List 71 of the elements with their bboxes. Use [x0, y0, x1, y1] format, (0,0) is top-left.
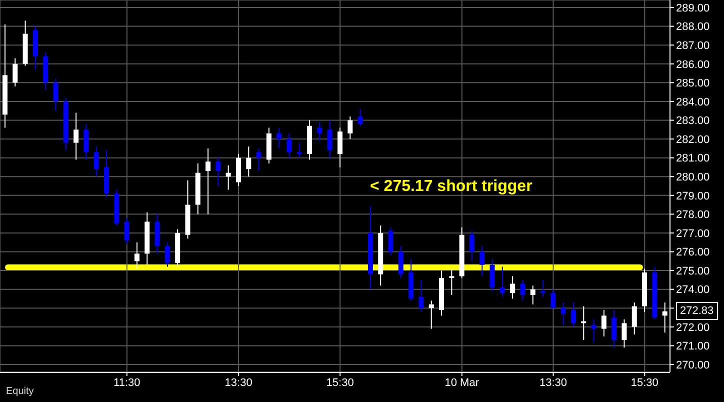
y-tick-label: 288.00: [676, 21, 710, 34]
y-tick-label: 276.00: [676, 246, 710, 259]
candlestick: [480, 246, 485, 277]
candlestick: [560, 302, 566, 326]
candlestick: [74, 112, 79, 160]
candlestick: [520, 279, 526, 302]
x-tick-label: 13:30: [539, 376, 568, 389]
candlestick: [348, 116, 353, 140]
candlestick: [317, 122, 322, 142]
candlestick: [500, 266, 505, 298]
candlestick: [388, 226, 394, 256]
candlestick: [226, 164, 231, 190]
candlestick: [530, 285, 536, 305]
candlestick: [206, 148, 211, 215]
candlestick: [550, 288, 556, 309]
x-tick-label: 15:30: [326, 376, 354, 389]
candlestick: [622, 318, 627, 348]
y-tick-label: 275.00: [676, 265, 710, 278]
y-tick-label: 277.00: [676, 228, 710, 240]
candlestick: [12, 58, 18, 87]
candlestick: [540, 279, 546, 298]
text: 272.83: [676, 302, 718, 320]
y-tick-label: 270.00: [676, 359, 710, 372]
candlestick: [510, 276, 516, 300]
y-tick-label: 285.00: [676, 78, 710, 90]
candlestick: [591, 318, 596, 342]
y-tick-label: 272.00: [676, 322, 710, 334]
candlestick: [570, 302, 576, 328]
y-tick-label: 271.00: [676, 340, 710, 353]
candlestick: [296, 142, 302, 158]
x-tick-label: 10 Mar: [444, 376, 480, 389]
candlestick: [246, 146, 252, 178]
candlestick: [256, 148, 262, 172]
y-tick-label: 289.00: [676, 2, 710, 14]
y-tick-label: 274.00: [676, 284, 710, 296]
candlestick: [84, 124, 89, 160]
candlestick: [428, 300, 434, 330]
candlestick: [53, 78, 58, 112]
candlestick: [338, 127, 342, 168]
x-tick-label: 11:30: [114, 376, 140, 389]
y-tick-label: 280.00: [676, 172, 710, 184]
candlestick: [601, 310, 606, 337]
candlestick: [358, 108, 363, 126]
y-tick-label: 278.00: [676, 209, 710, 222]
y-tick-label: 286.00: [676, 58, 710, 71]
y-tick-label: 284.00: [676, 96, 710, 108]
candlestick: [662, 302, 668, 334]
x-tick-label: 13:30: [224, 376, 252, 389]
candlestick: [398, 246, 404, 279]
annotation: < 275.17 short trigger: [370, 178, 532, 196]
candlestick: [124, 217, 130, 245]
y-tick-label: 281.00: [676, 152, 710, 165]
candlestick: [216, 157, 221, 186]
candlestick: [490, 258, 495, 292]
candlestick: [469, 230, 474, 262]
candlestick: [449, 268, 454, 296]
candlestick: [286, 132, 292, 158]
y-tick-label: 287.00: [676, 40, 710, 52]
y-tick-label: 282.00: [676, 134, 710, 146]
candlestick: [276, 127, 282, 149]
x-tick-label: 15:30: [630, 376, 658, 389]
y-tick-label: 279.00: [676, 190, 710, 202]
candlestick: [632, 302, 637, 335]
candlestick: [164, 242, 170, 268]
candlestick: [612, 310, 617, 348]
text: Equity: [6, 386, 34, 397]
candlestick: [94, 146, 99, 178]
candlestick: [327, 120, 332, 158]
y-tick-label: 283.00: [676, 115, 710, 128]
candlestick: [134, 242, 140, 270]
candlestick: [418, 279, 424, 312]
